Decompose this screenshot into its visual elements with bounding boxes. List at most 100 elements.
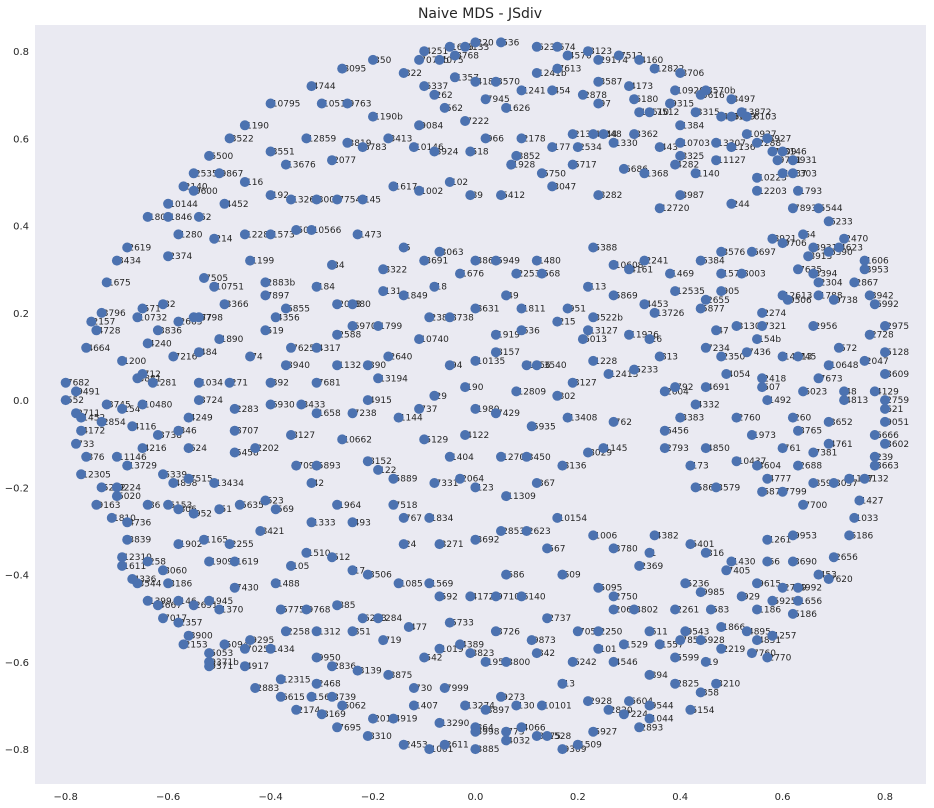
data-point [137,303,148,314]
data-point [163,251,174,262]
data-point-label: f3063 [438,248,464,258]
data-point-label: f19 [704,658,719,668]
data-point [552,63,563,74]
data-point [111,482,122,493]
data-point-label: f10662 [340,435,372,445]
data-point [362,395,373,406]
data-point [634,54,645,65]
data-point [618,163,629,174]
data-point [470,255,481,266]
data-point-label: f195 [484,658,504,668]
data-point-label: f4453 [642,300,668,310]
data-point-label: f214 [212,235,233,245]
data-point [516,133,527,144]
data-point-label: f1001 [427,745,453,755]
data-point-label: f13290 [438,719,470,729]
data-point-label: f3522b [591,313,623,323]
data-point [869,386,880,397]
data-point [501,102,512,113]
data-point [808,321,819,331]
data-point-label: f6233 [827,217,853,227]
data-point [122,517,133,528]
data-point [746,648,757,659]
data-point-label: f1165 [202,536,228,546]
data-point-label: f3362 [632,130,658,140]
data-point [362,360,373,371]
data-point [388,499,399,510]
data-point-label: f11127 [714,156,746,166]
data-point-label: f3823 [468,649,494,659]
data-point-label: f1280 [176,230,202,240]
data-point-label: f4032 [504,736,530,746]
data-point-label: f2283 [233,405,259,415]
data-point [649,63,660,74]
data-point [71,408,81,419]
data-point-label: f5717 [571,161,597,171]
data-point-label: f5128 [883,348,909,358]
data-point [337,700,348,711]
data-point-label: f552 [64,396,84,406]
data-point [685,704,696,715]
data-point [173,316,184,327]
data-point-label: f730 [412,684,433,694]
data-point [204,595,215,606]
data-point [378,286,389,297]
data-point [460,41,471,52]
data-point [880,416,890,427]
data-point [449,72,460,83]
data-point [414,185,425,196]
data-point [593,190,604,201]
data-point-label: f7518 [391,501,417,511]
data-point [368,54,378,65]
data-point-label: f2258 [284,627,310,637]
data-point [306,517,317,528]
data-point-label: f4667 [156,601,182,611]
data-point [726,556,737,567]
data-point-label: f4570 [566,52,592,62]
data-point [332,722,343,733]
data-point-label: f34 [330,261,345,271]
data-point-label: f3885 [473,745,499,755]
data-point-label: f3802 [632,606,658,616]
data-point-label: f154b [755,335,781,345]
data-point-label: f2131 [571,130,597,140]
data-point [173,504,184,515]
data-point [516,85,527,96]
data-point [460,382,471,393]
data-point-label: f674 [555,43,576,53]
data-point [183,630,194,641]
data-point-label: f12707 [499,453,531,463]
data-point-label: f4389 [458,640,484,650]
data-point-label: f3690 [791,558,817,568]
data-point [414,120,425,131]
data-point-label: f1140 [694,169,720,179]
data-point [787,412,798,423]
data-point [644,669,655,680]
data-point-label: f1510 [304,549,330,559]
data-point [572,142,583,153]
data-point-label: f864 [473,723,494,733]
data-point [490,347,501,358]
data-point-label: f3123 [586,47,612,57]
data-point [178,639,189,650]
data-point-label: f9544 [648,702,674,712]
data-point-label: f8003 [740,270,766,280]
data-point-label: f10516 [320,100,352,110]
data-point [808,242,819,253]
data-point [368,713,378,724]
data-point-label: f10146 [412,143,444,153]
data-point [286,194,296,205]
data-point-label: f6686 [622,165,648,175]
data-point [629,364,640,375]
data-point-label: f7429 [494,409,520,419]
data-point [470,534,481,545]
data-point-label: f6697 [750,248,776,258]
data-point-label: f3433 [299,401,325,411]
data-point [496,691,506,702]
data-point [557,678,568,689]
data-point [117,355,128,366]
data-point [357,194,368,205]
data-point [762,534,773,545]
data-point [465,146,476,157]
